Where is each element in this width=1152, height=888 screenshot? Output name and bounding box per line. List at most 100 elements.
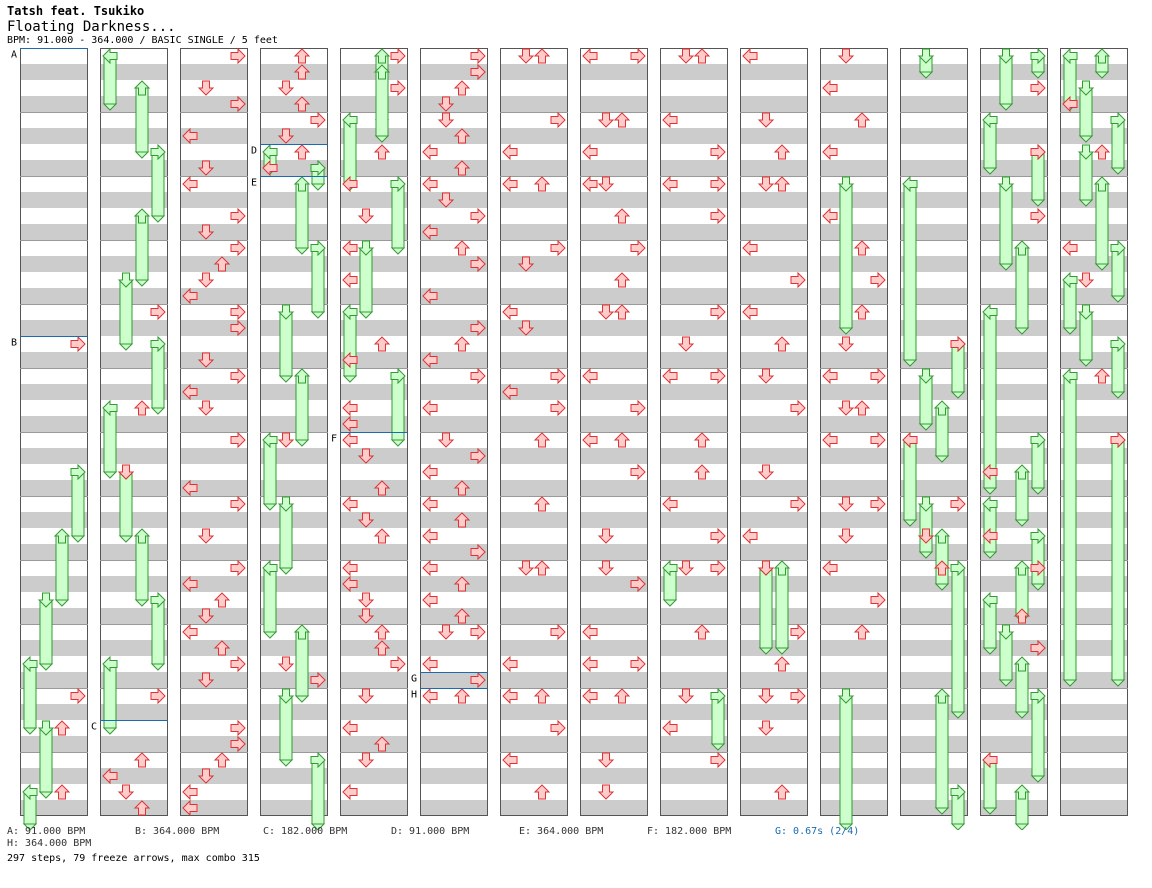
- stripe-row: [260, 416, 328, 432]
- step-arrow-left: [182, 127, 198, 145]
- step-arrow-left: [182, 383, 198, 401]
- stripe-row: [100, 224, 168, 240]
- stripe-row: [260, 800, 328, 816]
- freeze-body: [119, 471, 133, 537]
- stripe-row: [1060, 512, 1128, 528]
- stripe-row: [820, 48, 888, 64]
- freeze-arrow-up: [53, 528, 71, 607]
- freeze-arrow-right: [1110, 111, 1126, 175]
- stripe-row: [100, 704, 168, 720]
- stripe-row: [740, 448, 808, 464]
- freeze-tail: [1078, 135, 1094, 143]
- stripe-row: [980, 160, 1048, 176]
- freeze-tail: [1062, 679, 1078, 687]
- stripe-row: [1060, 480, 1128, 496]
- freeze-tail: [310, 823, 326, 830]
- stripe-row: [660, 192, 728, 208]
- stripe-row: [260, 400, 328, 416]
- freeze-body: [39, 599, 53, 665]
- step-arrow-up: [453, 576, 471, 592]
- step-arrow-up: [133, 752, 151, 768]
- stripe-row: [20, 160, 88, 176]
- stripe-row: [180, 752, 248, 768]
- stripe-row: [900, 528, 968, 544]
- stripe-row: [580, 96, 648, 112]
- stripe-row: [100, 512, 168, 528]
- stripe-row: [980, 128, 1048, 144]
- stripe-row: [180, 256, 248, 272]
- step-arrow-down: [757, 176, 775, 192]
- stripe-row: [660, 384, 728, 400]
- stripe-row: [180, 704, 248, 720]
- freeze-tail: [1110, 295, 1126, 303]
- legend-c: C: 182.000 BPM: [263, 826, 348, 837]
- stripe-row: [100, 272, 168, 288]
- step-arrow-down: [357, 592, 375, 608]
- stripe-row: [900, 96, 968, 112]
- freeze-tail: [1014, 519, 1030, 527]
- stripe-row: [820, 704, 888, 720]
- step-arrow-right: [710, 207, 726, 225]
- stripe-row: [1060, 144, 1128, 160]
- freeze-tail: [918, 423, 934, 431]
- freeze-body: [135, 87, 149, 153]
- freeze-arrow-right: [950, 783, 966, 830]
- stripe-row: [900, 304, 968, 320]
- step-arrow-left: [422, 495, 438, 513]
- stripe-row: [420, 704, 488, 720]
- step-arrow-down: [757, 368, 775, 384]
- stripe-row: [100, 240, 168, 256]
- freeze-tail: [294, 247, 310, 255]
- step-arrow-right: [630, 239, 646, 257]
- stripe-row: [980, 288, 1048, 304]
- step-arrow-up: [293, 64, 311, 80]
- stripe-row: [500, 560, 568, 576]
- stripe-row: [820, 240, 888, 256]
- chart-column-8: [580, 48, 648, 816]
- step-arrow-down: [837, 48, 855, 64]
- freeze-tail: [950, 391, 966, 399]
- freeze-arrow-left: [262, 431, 278, 511]
- step-arrow-left: [182, 575, 198, 593]
- step-arrow-down: [1077, 272, 1095, 288]
- stripe-row: [1060, 736, 1128, 752]
- freeze-body: [39, 727, 53, 793]
- freeze-arrow-right: [1030, 687, 1046, 783]
- stripe-row: [1060, 256, 1128, 272]
- stripe-row: [100, 608, 168, 624]
- step-arrow-right: [790, 495, 806, 513]
- freeze-tail: [1110, 167, 1126, 175]
- stripe-row: [100, 160, 168, 176]
- stripe-row: [660, 464, 728, 480]
- stripe-row: [100, 352, 168, 368]
- step-arrow-right: [390, 47, 406, 65]
- step-arrow-left: [1062, 95, 1078, 113]
- stripe-row: [20, 496, 88, 512]
- stripe-row: [1060, 704, 1128, 720]
- freeze-arrow-left: [902, 175, 918, 367]
- step-arrow-left: [182, 175, 198, 193]
- step-arrow-up: [693, 464, 711, 480]
- freeze-tail: [1030, 775, 1046, 783]
- stripe-row: [820, 256, 888, 272]
- stripe-row: [660, 784, 728, 800]
- stripe-row: [660, 160, 728, 176]
- step-arrow-left: [342, 399, 358, 417]
- stripe-row: [580, 112, 648, 128]
- step-arrow-up: [293, 96, 311, 112]
- freeze-head: [710, 687, 726, 705]
- stripe-row: [340, 128, 408, 144]
- step-arrow-up: [453, 240, 471, 256]
- stripe-row: [100, 384, 168, 400]
- stripe-row: [660, 320, 728, 336]
- stripe-row: [420, 416, 488, 432]
- stripe-row: [20, 400, 88, 416]
- stripe-row: [740, 224, 808, 240]
- stripe-row: [660, 432, 728, 448]
- stripe-row: [340, 688, 408, 704]
- freeze-arrow-up: [293, 624, 311, 703]
- stripe-row: [340, 224, 408, 240]
- stripe-row: [20, 432, 88, 448]
- freeze-arrow-right: [710, 687, 726, 751]
- freeze-arrow-up: [933, 688, 951, 815]
